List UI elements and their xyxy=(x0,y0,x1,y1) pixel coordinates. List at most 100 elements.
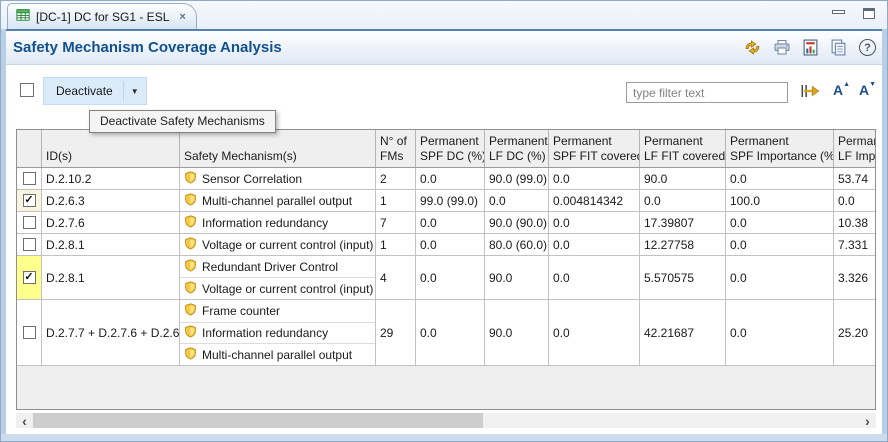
row-lf-fit: 42.21687 xyxy=(640,300,726,365)
row-fms: 2 xyxy=(376,168,416,189)
shield-icon xyxy=(184,347,197,363)
row-spf-dc: 0.0 xyxy=(416,212,485,233)
row-id: D.2.10.2 xyxy=(42,168,180,189)
row-spf-imp: 0.0 xyxy=(726,234,834,255)
header-safety-mechanisms[interactable]: Safety Mechanism(s) xyxy=(180,130,376,167)
row-lf-dc: 90.0 xyxy=(485,256,549,299)
header-action-icons: ? xyxy=(744,31,876,64)
shield-icon xyxy=(184,215,197,231)
scroll-right-icon[interactable]: › xyxy=(859,413,876,428)
header-checkbox-col xyxy=(17,130,42,167)
scroll-left-icon[interactable]: ‹ xyxy=(16,413,33,428)
shield-icon xyxy=(184,171,197,187)
row-lf-imp: 3.326 xyxy=(834,256,875,299)
row-fms: 4 xyxy=(376,256,416,299)
mechanism-label: Voltage or current control (input) xyxy=(202,238,373,252)
page-title: Safety Mechanism Coverage Analysis xyxy=(13,39,282,56)
row-checkbox[interactable] xyxy=(23,326,36,339)
row-spf-imp: 0.0 xyxy=(726,212,834,233)
row-checkbox[interactable] xyxy=(23,238,36,251)
row-spf-fit: 0.0 xyxy=(549,168,640,189)
row-lf-fit: 12.27758 xyxy=(640,234,726,255)
scrollbar-thumb[interactable] xyxy=(33,413,483,428)
row-spf-dc: 0.0 xyxy=(416,234,485,255)
row-lf-imp: 0.0 xyxy=(834,190,875,211)
row-fms: 1 xyxy=(376,190,416,211)
row-fms: 29 xyxy=(376,300,416,365)
mechanism-label: Multi-channel parallel output xyxy=(202,194,352,208)
header-perm-spf-fit[interactable]: PermanentSPF FIT covered xyxy=(549,130,640,167)
row-spf-imp: 0.0 xyxy=(726,256,834,299)
shield-icon xyxy=(184,193,197,209)
table-row[interactable]: ✓ D.2.8.1 Redundant Driver Control Volta… xyxy=(17,256,875,300)
table-row[interactable]: D.2.10.2 Sensor Correlation 2 0.0 90.0 (… xyxy=(17,168,875,190)
sync-icon[interactable] xyxy=(744,39,761,56)
table-row[interactable]: D.2.7.6 Information redundancy 7 0.0 90.… xyxy=(17,212,875,234)
row-lf-fit: 5.570575 xyxy=(640,256,726,299)
row-lf-imp: 25.20 xyxy=(834,300,875,365)
header-ids[interactable]: ID(s) xyxy=(42,130,180,167)
row-lf-dc: 90.0 (99.0) xyxy=(485,168,549,189)
print-icon[interactable] xyxy=(773,39,791,56)
filter-advanced-icon[interactable] xyxy=(799,82,821,103)
deactivate-button[interactable]: Deactivate ▼ xyxy=(43,77,147,105)
filter-input[interactable] xyxy=(626,82,788,103)
table-row[interactable]: D.2.7.7 + D.2.7.6 + D.2.6.3 Frame counte… xyxy=(17,300,875,366)
mechanism-label: Frame counter xyxy=(202,304,280,318)
deactivate-checkbox[interactable] xyxy=(20,83,34,97)
row-spf-fit: 0.004814342 xyxy=(549,190,640,211)
font-increase-button[interactable]: A▲ xyxy=(833,82,850,98)
shield-icon xyxy=(184,281,197,297)
row-checkbox[interactable]: ✓ xyxy=(23,271,36,284)
row-id: D.2.6.3 xyxy=(42,190,180,211)
row-checkbox[interactable]: ✓ xyxy=(23,194,36,207)
copy-icon[interactable] xyxy=(830,39,847,56)
window-controls xyxy=(832,8,875,19)
row-lf-fit: 90.0 xyxy=(640,168,726,189)
row-id: D.2.8.1 xyxy=(42,256,180,299)
row-spf-dc: 99.0 (99.0) xyxy=(416,190,485,211)
row-spf-imp: 0.0 xyxy=(726,300,834,365)
shield-icon xyxy=(184,259,197,275)
header-n-of-fms[interactable]: N° ofFMs xyxy=(376,130,416,167)
tab-dc1[interactable]: [DC-1] DC for SG1 - ESL × xyxy=(7,3,197,29)
help-icon[interactable]: ? xyxy=(859,39,876,56)
table-header-row: ID(s) Safety Mechanism(s) N° ofFMs Perma… xyxy=(17,130,875,168)
mechanism-label: Sensor Correlation xyxy=(202,172,302,186)
table-icon xyxy=(16,8,30,25)
header-perm-spf-dc[interactable]: PermanentSPF DC (%) xyxy=(416,130,485,167)
report-icon[interactable] xyxy=(803,39,818,56)
header-perm-lf-dc[interactable]: PermanentLF DC (%) xyxy=(485,130,549,167)
tab-title: [DC-1] DC for SG1 - ESL xyxy=(36,10,169,24)
header-perm-lf-fit[interactable]: PermanentLF FIT covered xyxy=(640,130,726,167)
header-perm-spf-importance[interactable]: PermanentSPF Importance (%) xyxy=(726,130,834,167)
window-left-border xyxy=(1,29,6,441)
row-spf-fit: 0.0 xyxy=(549,212,640,233)
row-id: D.2.7.7 + D.2.7.6 + D.2.6.3 xyxy=(42,300,180,365)
row-spf-fit: 0.0 xyxy=(549,300,640,365)
chevron-down-icon[interactable]: ▼ xyxy=(124,87,146,96)
header-perm-lf-importance[interactable]: PermanentLF Importance (%) xyxy=(834,130,875,167)
scrollbar-track[interactable] xyxy=(483,413,859,428)
shield-icon xyxy=(184,303,197,319)
deactivate-tooltip: Deactivate Safety Mechanisms xyxy=(89,110,276,133)
maximize-icon[interactable] xyxy=(863,8,875,19)
row-lf-imp: 53.74 xyxy=(834,168,875,189)
deactivate-button-label: Deactivate xyxy=(44,84,123,98)
row-fms: 7 xyxy=(376,212,416,233)
table-row[interactable]: ✓ D.2.6.3 Multi-channel parallel output … xyxy=(17,190,875,212)
tab-close-icon[interactable]: × xyxy=(175,11,185,23)
font-decrease-button[interactable]: A▼ xyxy=(859,82,876,98)
row-fms: 1 xyxy=(376,234,416,255)
shield-icon xyxy=(184,325,197,341)
table-row[interactable]: D.2.8.1 Voltage or current control (inpu… xyxy=(17,234,875,256)
mechanism-label: Voltage or current control (input) xyxy=(202,282,373,296)
row-id: D.2.7.6 xyxy=(42,212,180,233)
row-spf-fit: 0.0 xyxy=(549,234,640,255)
row-checkbox[interactable] xyxy=(23,216,36,229)
window-right-border xyxy=(882,29,887,441)
row-checkbox[interactable] xyxy=(23,172,36,185)
minimize-icon[interactable] xyxy=(832,10,845,14)
horizontal-scrollbar[interactable]: ‹ › xyxy=(16,413,876,428)
row-spf-dc: 0.0 xyxy=(416,168,485,189)
